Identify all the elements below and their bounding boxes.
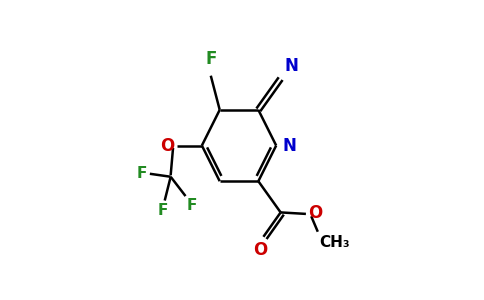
Text: O: O xyxy=(308,204,322,222)
Text: F: F xyxy=(187,198,197,213)
Text: F: F xyxy=(158,203,168,218)
Text: F: F xyxy=(205,50,216,68)
Text: F: F xyxy=(137,166,148,181)
Text: N: N xyxy=(283,136,297,154)
Text: O: O xyxy=(253,241,268,259)
Text: O: O xyxy=(160,136,174,154)
Text: CH₃: CH₃ xyxy=(319,235,350,250)
Text: N: N xyxy=(284,57,298,75)
